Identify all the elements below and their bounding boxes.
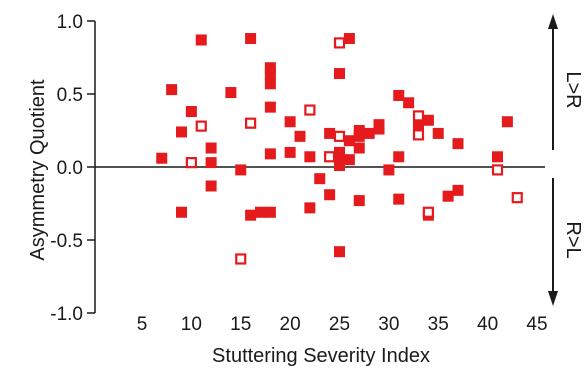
x-tick-label: 40 (477, 314, 498, 335)
filled-square-point (422, 114, 434, 126)
filled-square-point (501, 116, 513, 128)
filled-square-point (255, 206, 266, 218)
y-tick-label: 0.0 (57, 158, 83, 179)
open-square-point (245, 117, 257, 129)
filled-square-point (343, 154, 355, 166)
x-tick-label: 25 (329, 314, 350, 335)
filled-square-point (284, 146, 296, 158)
open-square-point (511, 192, 523, 204)
filled-square-point (353, 130, 365, 142)
up-arrow-icon (548, 14, 558, 29)
x-tick-label: 30 (378, 314, 399, 335)
filled-square-point (205, 180, 217, 192)
filled-square-point (343, 33, 355, 45)
filled-square-point (334, 160, 345, 172)
open-square-point (422, 206, 434, 218)
filled-square-point (205, 157, 217, 169)
open-square-point (491, 164, 504, 176)
filled-square-point (245, 209, 257, 221)
filled-square-point (334, 152, 345, 164)
filled-square-point (156, 152, 168, 164)
filled-square-point (304, 151, 316, 163)
down-arrow-icon (548, 291, 558, 306)
open-square-point (185, 157, 197, 169)
x-tick-label: 35 (428, 314, 449, 335)
lower-side-label: R>L (562, 221, 584, 258)
filled-square-point (324, 189, 336, 201)
filled-square-point (284, 116, 296, 128)
filled-square-point (324, 127, 336, 139)
filled-square-point (413, 119, 424, 131)
x-tick-label: 5 (137, 314, 148, 335)
filled-square-point (334, 146, 345, 158)
open-square-point (324, 151, 336, 163)
filled-square-point (176, 126, 187, 138)
open-square-point (412, 110, 425, 122)
open-square-point (235, 253, 247, 265)
y-tick-label: 0.5 (57, 85, 83, 106)
open-square-point (333, 37, 346, 49)
filled-square-point (353, 195, 365, 207)
filled-square-point (245, 33, 257, 45)
filled-square-point (334, 246, 345, 258)
filled-square-point (383, 164, 395, 176)
x-tick-label: 15 (230, 314, 251, 335)
filled-square-point (492, 151, 503, 163)
filled-square-point (264, 62, 276, 74)
y-tick-label: 1.0 (57, 12, 83, 33)
filled-square-point (393, 193, 405, 205)
filled-square-point (264, 78, 276, 90)
y-tick-label: -1.0 (50, 304, 83, 325)
filled-square-point (264, 148, 276, 160)
filled-square-point (195, 34, 207, 46)
filled-square-point (343, 135, 355, 147)
filled-square-point (353, 125, 365, 136)
filled-square-point (264, 101, 276, 113)
filled-square-point (334, 68, 345, 80)
y-tick-label: -0.5 (50, 231, 83, 252)
filled-square-point (225, 87, 237, 99)
y-axis-title: Asymmetry Quotient (27, 79, 49, 261)
filled-square-point (264, 68, 276, 80)
open-square-point (333, 130, 346, 142)
filled-square-point (393, 151, 405, 163)
filled-square-point (304, 202, 316, 214)
filled-square-point (294, 130, 306, 142)
tick-labels: 1.0 0.5 0.0 -0.5 -1.0 5 10 15 20 25 30 35 40 45 (50, 12, 547, 335)
filled-square-point (176, 206, 187, 218)
x-tick-label: 45 (526, 314, 547, 335)
open-square-point (412, 129, 425, 141)
x-tick-label: 10 (181, 314, 202, 335)
axes (87, 20, 545, 314)
filled-square-point (403, 97, 415, 109)
upper-side-label: L>R (562, 71, 584, 108)
open-square-point (195, 120, 207, 132)
filled-square-point (353, 142, 365, 154)
x-tick-label: 20 (280, 314, 301, 335)
filled-square-point (393, 89, 405, 101)
filled-square-point (373, 123, 385, 135)
filled-square-point (432, 127, 444, 139)
filled-square-point (185, 106, 197, 118)
filled-square-point (442, 190, 454, 202)
filled-square-point (452, 138, 464, 150)
filled-square-point (205, 142, 217, 154)
filled-square-point (235, 164, 247, 176)
filled-square-point (264, 206, 276, 218)
filled-square-point (452, 184, 464, 196)
open-square-point (304, 104, 316, 116)
side-indicator: L>R R>L (548, 14, 584, 306)
x-axis-title: Stuttering Severity Index (212, 345, 430, 367)
filled-square-point (363, 127, 375, 139)
filled-square-point (314, 173, 326, 185)
filled-square-point (166, 84, 178, 96)
data-points (156, 33, 523, 265)
